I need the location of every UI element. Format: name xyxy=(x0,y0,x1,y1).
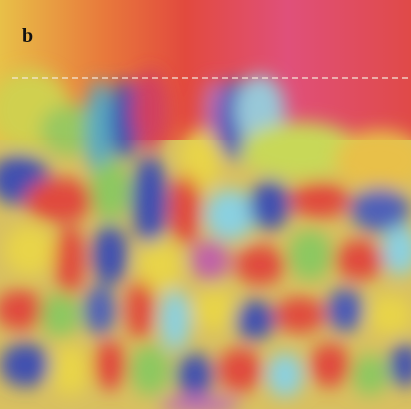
phase-map xyxy=(0,0,411,409)
panel-label: b xyxy=(22,25,33,47)
phase-map-figure: b xyxy=(0,0,411,409)
